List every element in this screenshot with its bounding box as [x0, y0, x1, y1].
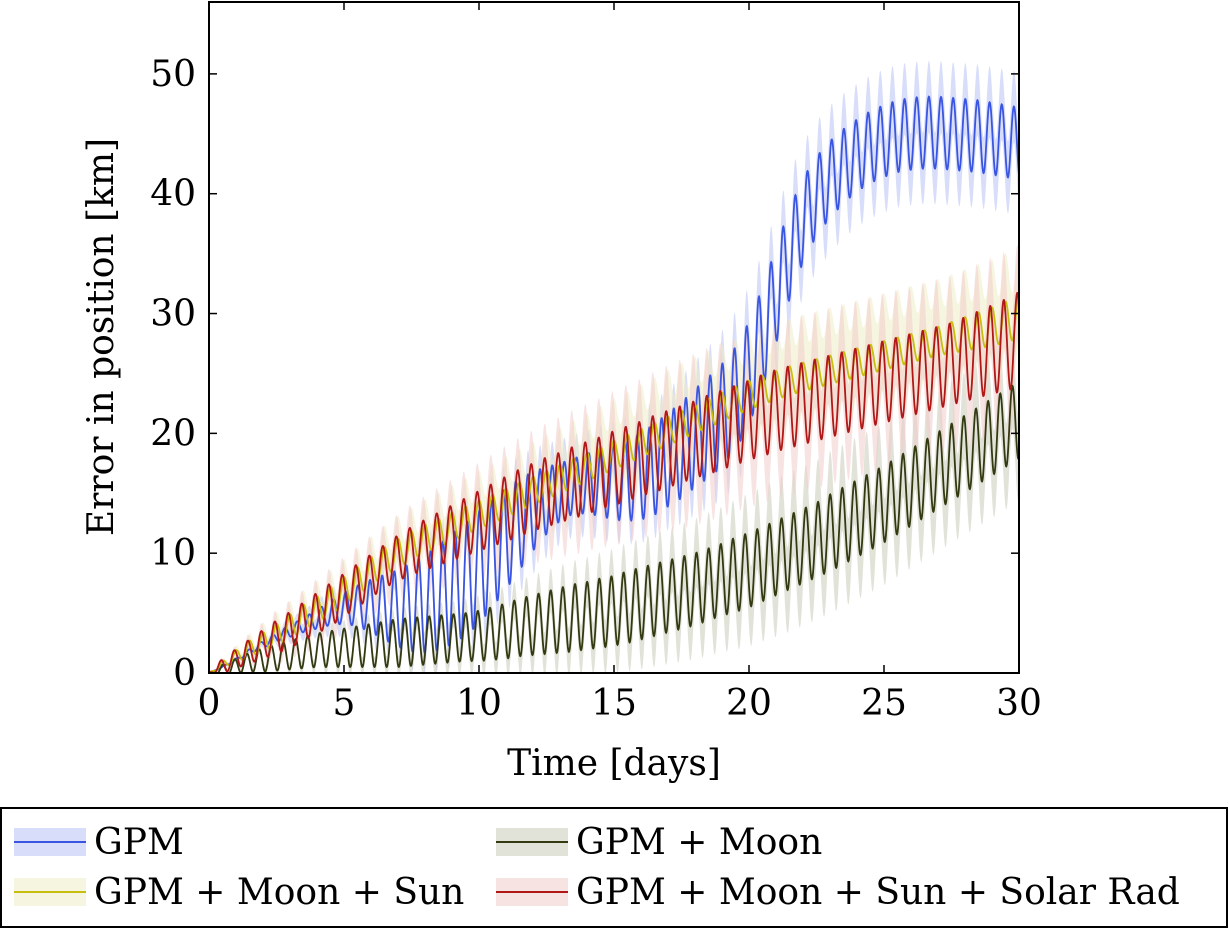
- series-lines: [208, 95, 1020, 674]
- line-gpm-moon: [208, 384, 1020, 674]
- legend-label: GPM: [94, 822, 184, 863]
- x-tick-label: 5: [333, 683, 356, 724]
- x-tick-label: 0: [198, 683, 221, 724]
- x-tick-label: 25: [861, 683, 907, 724]
- y-tick-label: 20: [150, 413, 196, 454]
- legend-label: GPM + Moon + Sun: [94, 872, 464, 913]
- y-tick-label: 40: [150, 174, 196, 215]
- x-tick-label: 10: [456, 683, 502, 724]
- y-tick-label: 10: [150, 533, 196, 574]
- x-tick-label: 15: [591, 683, 637, 724]
- y-tick-label: 30: [150, 294, 196, 335]
- y-tick-label: 0: [173, 653, 196, 694]
- x-tick-label: 20: [726, 683, 772, 724]
- axis-ticks: 0 5 10 15 20 25 30 0 10 20 30 40 50: [150, 2, 1042, 724]
- y-axis-label: Error in position [km]: [81, 138, 122, 536]
- x-tick-label: 30: [996, 683, 1042, 724]
- x-axis-label: Time [days]: [507, 743, 721, 784]
- legend-frame: [0, 807, 1228, 928]
- uncertainty-bands: [209, 60, 1019, 674]
- legend-label: GPM + Moon: [576, 822, 822, 863]
- legend-label: GPM + Moon + Sun + Solar Rad: [576, 872, 1180, 913]
- y-tick-label: 50: [150, 54, 196, 95]
- line-gpm-moon-sun-solar-rad: [208, 291, 1020, 674]
- legend: GPM GPM + Moon GPM + Moon + Sun GPM + Moon …: [0, 807, 1228, 928]
